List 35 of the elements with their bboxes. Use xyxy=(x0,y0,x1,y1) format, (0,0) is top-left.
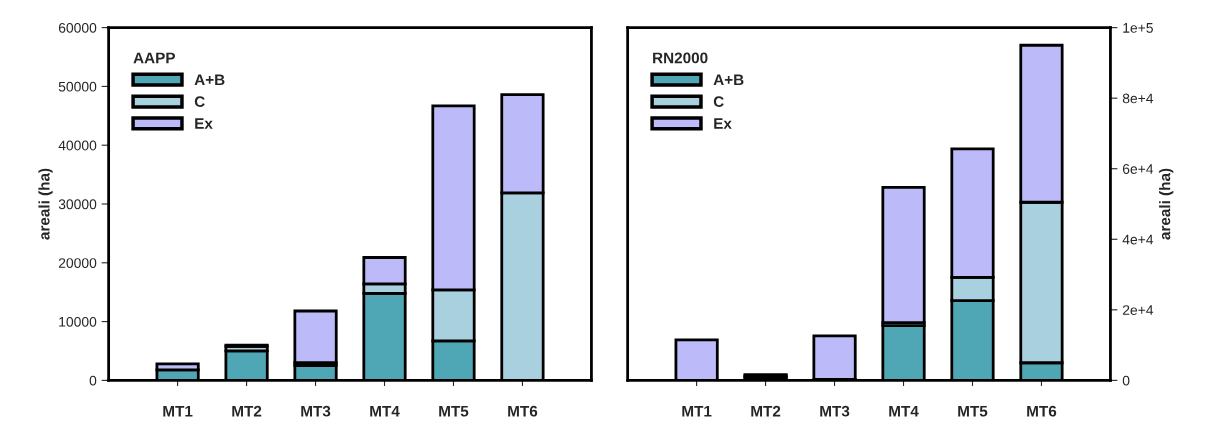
y-tick-label: 10000 xyxy=(59,316,97,327)
legend-title: RN2000 xyxy=(653,52,708,64)
y2-tick-label: 2e+4 xyxy=(1122,305,1154,315)
legend-label: Ex xyxy=(195,118,213,129)
x-tick-label: MT6 xyxy=(508,405,538,417)
y-tick-label: 0 xyxy=(89,375,97,386)
y-tick-label: 50000 xyxy=(58,81,97,92)
legend-label: Ex xyxy=(714,118,732,129)
x-tick-label: MT2 xyxy=(232,405,262,417)
y2-tick-label: 4e+4 xyxy=(1122,234,1154,245)
y-tick-label: 60000 xyxy=(58,22,97,33)
y2-tick-label: 6e+4 xyxy=(1122,164,1154,174)
legend-label: A+B xyxy=(194,74,225,86)
legend-label: C xyxy=(194,96,205,108)
x-tick-label: MT1 xyxy=(682,405,712,417)
x-tick-label: MT2 xyxy=(751,405,781,417)
x-tick-label: MT6 xyxy=(1027,405,1057,417)
legend-label: A+B xyxy=(713,74,744,86)
legend-title: AAPP xyxy=(133,52,175,64)
legend-label: C xyxy=(713,96,724,108)
x-tick-label: MT5 xyxy=(439,405,469,417)
y2-tick-label: 8e+4 xyxy=(1122,93,1154,104)
x-tick-label: MT3 xyxy=(301,405,331,417)
x-tick-label: MT4 xyxy=(370,405,400,417)
y-axis-title: areali (ha) xyxy=(38,168,53,240)
y-tick-label: 40000 xyxy=(58,140,97,151)
y2-tick-label: 1e+5 xyxy=(1123,23,1153,33)
x-tick-label: MT3 xyxy=(820,405,850,417)
y-tick-label: 20000 xyxy=(58,258,97,268)
y-tick-label: 30000 xyxy=(58,199,97,210)
y2-axis-title: areali (ha) xyxy=(1159,168,1174,240)
x-tick-label: MT1 xyxy=(163,405,193,417)
y2-tick-label: 0 xyxy=(1122,375,1130,386)
x-tick-label: MT5 xyxy=(958,405,988,417)
x-tick-label: MT4 xyxy=(889,405,919,417)
